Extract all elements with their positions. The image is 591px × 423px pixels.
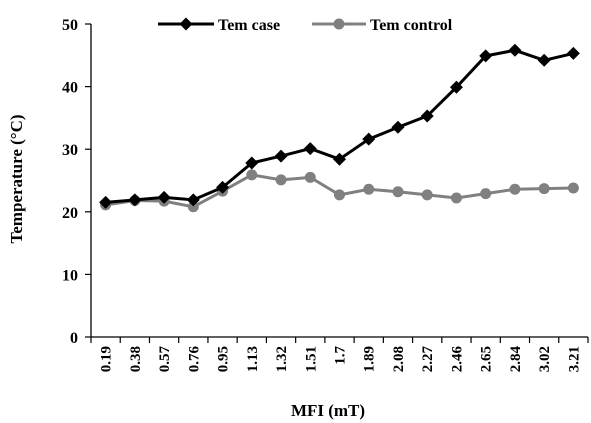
data-point: [509, 183, 521, 195]
series-line: [105, 48, 574, 204]
x-tick-label: 2.46: [449, 346, 465, 373]
x-tick-label: 0.57: [157, 346, 173, 373]
x-tick-label: 1.51: [303, 346, 319, 372]
legend-item: Tem case: [158, 17, 280, 34]
data-point: [334, 189, 345, 201]
legend-marker: [333, 18, 345, 30]
x-tick-label: 0.76: [186, 346, 202, 373]
series-tem-case: [99, 43, 580, 209]
data-point: [274, 149, 288, 163]
data-point: [391, 120, 405, 134]
x-tick-label: 3.02: [537, 346, 553, 372]
y-tick-label: 0: [70, 330, 78, 347]
legend-label: Tem case: [218, 17, 280, 34]
x-tick-label: 0.95: [216, 346, 232, 372]
data-point: [479, 49, 493, 63]
data-point: [363, 183, 375, 195]
data-point: [537, 53, 551, 67]
series-tem-control: [100, 169, 579, 213]
data-point: [392, 186, 404, 198]
x-axis-title: MFI (mT): [291, 401, 365, 420]
data-point: [216, 180, 230, 194]
legend-marker: [179, 17, 193, 31]
x-tick-label: 2.08: [391, 346, 407, 372]
axes: 0 10 20 30 40 50 0.19 0.38 0.57 0.76 0.95 1.13 1.32 1…: [62, 17, 589, 373]
data-point: [567, 182, 579, 194]
x-tick-label: 0.38: [128, 346, 144, 372]
legend: Tem case Tem control: [158, 17, 453, 34]
x-tick-label: 1.7: [333, 346, 349, 365]
legend-label: Tem control: [370, 17, 453, 34]
data-point: [187, 201, 199, 213]
data-point: [304, 171, 316, 183]
data-point: [420, 109, 434, 123]
legend-item: Tem control: [312, 17, 453, 34]
data-point: [246, 169, 258, 181]
x-tick-label: 3.21: [566, 346, 582, 372]
data-point: [303, 142, 317, 156]
data-point: [566, 46, 580, 60]
x-tick-label: 1.13: [245, 346, 261, 372]
x-tick-label: 1.32: [274, 346, 290, 372]
data-point: [450, 192, 462, 204]
x-tick-label: 1.89: [362, 346, 378, 372]
y-tick-label: 20: [62, 205, 78, 222]
series-layer: [99, 43, 580, 213]
y-axis-title: Temperature (°C): [7, 114, 26, 243]
x-tick-label: 2.27: [420, 346, 436, 373]
x-tick-label: 2.84: [508, 346, 524, 373]
data-point: [362, 132, 376, 146]
y-tick-label: 50: [62, 17, 78, 34]
x-tick-label: 0.19: [99, 346, 115, 372]
data-point: [508, 43, 522, 57]
y-tick-label: 30: [62, 142, 78, 159]
data-point: [421, 189, 433, 201]
data-point: [99, 195, 113, 209]
data-point: [538, 183, 550, 195]
y-tick-label: 40: [62, 80, 78, 97]
data-point: [128, 193, 142, 207]
data-point: [480, 188, 492, 200]
data-point: [333, 152, 346, 166]
data-point: [157, 190, 171, 204]
data-point: [245, 156, 259, 170]
data-point: [449, 80, 463, 94]
data-point: [186, 193, 200, 207]
data-point: [275, 174, 287, 186]
x-tick-label: 2.65: [479, 346, 495, 372]
y-tick-label: 10: [62, 267, 78, 284]
